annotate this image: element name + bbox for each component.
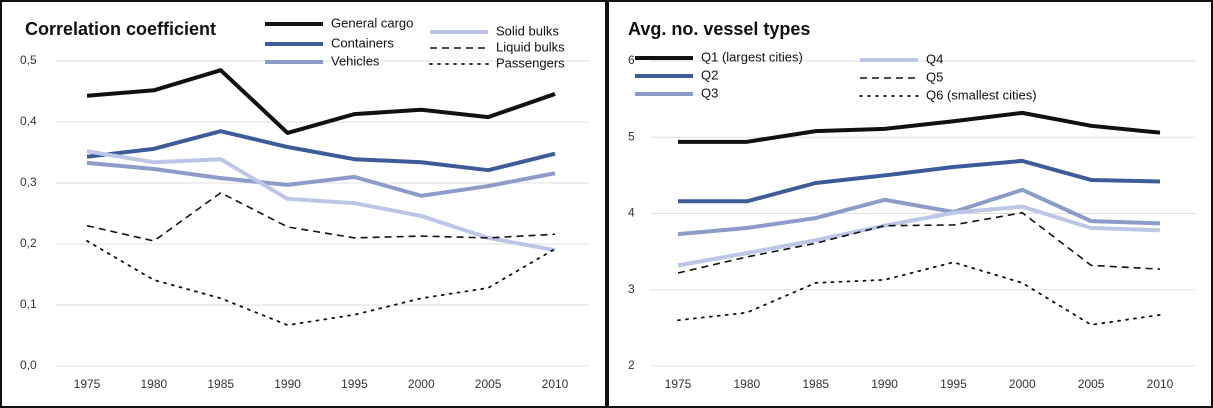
- x-tick-label: 2000: [1009, 377, 1036, 391]
- x-tick-label: 1990: [871, 377, 898, 391]
- legend-label: Passengers: [496, 55, 565, 70]
- x-tick-label: 2005: [475, 377, 502, 391]
- x-tick-label: 2005: [1078, 377, 1105, 391]
- series-line: [86, 68, 556, 135]
- chart-title: Correlation coefficient: [25, 19, 216, 39]
- x-tick-label: 2010: [542, 377, 569, 391]
- x-tick-label: 1995: [341, 377, 368, 391]
- x-tick-label: 1985: [802, 377, 829, 391]
- chart-title: Avg. no. vessel types: [628, 19, 810, 39]
- legend-label: Q4: [926, 51, 943, 66]
- y-tick-label: 0,3: [20, 175, 37, 189]
- panel-border: [607, 0, 1213, 408]
- legend-label: Q1 (largest cities): [701, 49, 803, 64]
- series-line: [678, 158, 1161, 204]
- series-line: [86, 149, 556, 253]
- x-tick-label: 1985: [207, 377, 234, 391]
- y-tick-label: 4: [628, 206, 635, 220]
- legend-label: Q5: [926, 69, 943, 84]
- y-tick-label: 0,4: [20, 114, 37, 128]
- series-line: [86, 240, 556, 327]
- y-tick-label: 3: [628, 282, 635, 296]
- x-tick-label: 1980: [141, 377, 168, 391]
- x-tick-label: 1975: [665, 377, 692, 391]
- y-tick-label: 0,0: [20, 358, 37, 372]
- series-line: [677, 204, 1161, 268]
- panel-border: [0, 0, 607, 408]
- y-tick-label: 0,5: [20, 53, 37, 67]
- y-tick-label: 2: [628, 358, 635, 372]
- x-tick-label: 1995: [940, 377, 967, 391]
- series-line: [677, 211, 1161, 274]
- series-line: [677, 261, 1161, 326]
- series-line: [677, 187, 1161, 237]
- x-tick-label: 1990: [274, 377, 301, 391]
- y-tick-label: 5: [628, 129, 635, 143]
- x-tick-label: 2010: [1147, 377, 1174, 391]
- series-line: [86, 129, 556, 173]
- legend-label: Liquid bulks: [496, 39, 565, 54]
- legend-label: Q6 (smallest cities): [926, 87, 1037, 102]
- legend-label: General cargo: [331, 15, 413, 30]
- x-tick-label: 1980: [734, 377, 761, 391]
- y-tick-label: 0,1: [20, 297, 37, 311]
- x-tick-label: 2000: [408, 377, 435, 391]
- legend-label: Q3: [701, 85, 718, 100]
- y-tick-label: 0,2: [20, 236, 37, 250]
- series-line: [678, 110, 1161, 144]
- x-tick-label: 1975: [74, 377, 101, 391]
- legend-label: Containers: [331, 35, 394, 50]
- legend-label: Q2: [701, 67, 718, 82]
- y-tick-label: 6: [628, 53, 635, 67]
- legend-label: Solid bulks: [496, 23, 559, 38]
- series-line: [86, 160, 556, 198]
- legend-label: Vehicles: [331, 53, 380, 68]
